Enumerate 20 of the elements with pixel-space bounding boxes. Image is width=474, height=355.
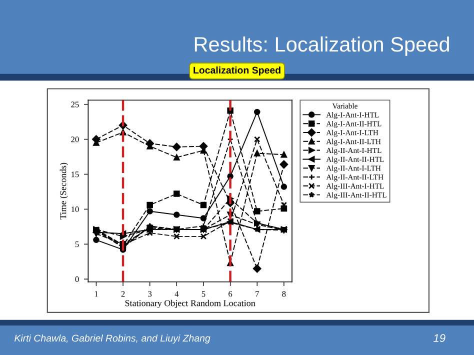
x-tick-label: 7 [256,291,259,297]
x-tick-label: 4 [174,291,179,297]
x-tick-label: 8 [282,291,286,297]
y-tick-label: 20 [71,136,79,142]
x-tick-label: 2 [121,291,125,297]
text: Kirti Chawla, Gabriel Robins, and Liuyi Zhang [14,334,210,344]
x-tick-label: 1 [94,291,98,297]
y-tick-label: 25 [71,102,79,108]
chart-title: Results: Localization Speed [194,36,449,56]
x-tick-label: 6 [228,291,232,297]
y-axis-title: Time (Seconds) [60,162,68,220]
text: 19 [433,334,446,342]
x-tick-label: 5 [202,291,206,297]
chart-subtitle: Localization Speed [194,66,280,76]
y-tick-label: 5 [75,242,79,248]
y-tick-label: 15 [72,172,79,178]
y-tick-label: 10 [72,206,79,212]
x-tick-label: 3 [148,291,152,297]
y-tick-label: 0 [75,276,79,282]
x-axis-title: Stationary Object Random Location [125,300,256,308]
